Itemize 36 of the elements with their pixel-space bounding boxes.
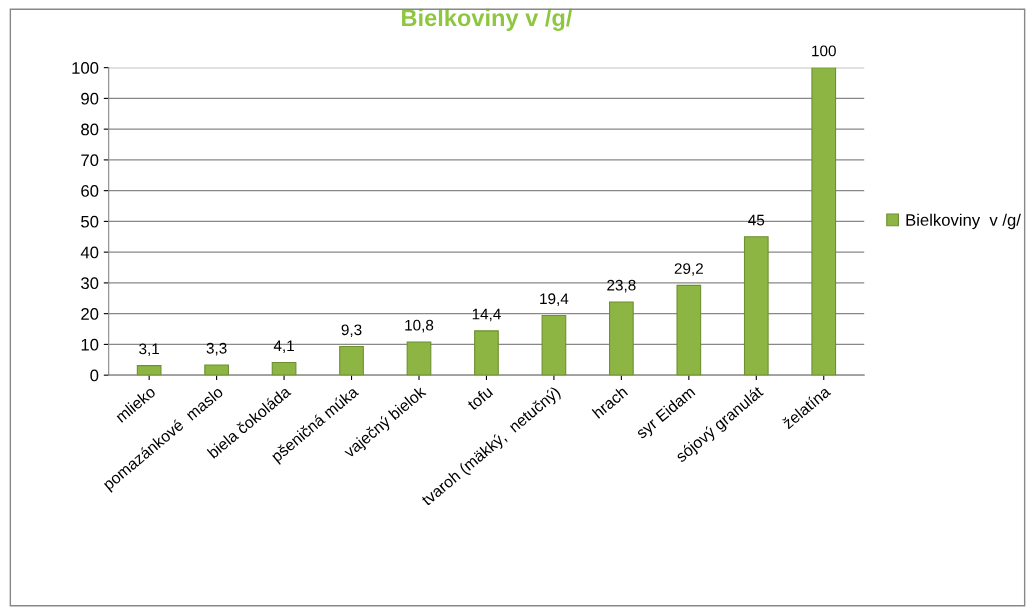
bar (136, 365, 162, 376)
bar (541, 314, 567, 376)
data-label: 4,1 (273, 340, 294, 353)
bar (676, 284, 702, 376)
y-tick-label: 50 (81, 215, 99, 228)
y-tick-label: 60 (81, 185, 99, 197)
y-tick-label: 90 (81, 92, 99, 105)
data-label: 3,3 (206, 342, 227, 356)
bar (204, 364, 229, 376)
y-tick-label: 0 (90, 369, 99, 382)
data-label: 45 (748, 214, 765, 226)
bar (339, 345, 364, 376)
data-label: 9,3 (341, 324, 362, 337)
bar (609, 301, 634, 376)
y-tick-label: 10 (81, 338, 99, 351)
y-tick-label: 30 (81, 277, 99, 290)
y-tick-label: 100 (72, 62, 99, 74)
y-tick-label: 40 (80, 246, 99, 259)
bar (474, 330, 499, 376)
data-label: 23,8 (607, 279, 636, 293)
bar (811, 67, 837, 376)
bar (406, 341, 432, 376)
data-label: 100 (812, 45, 836, 57)
data-label: 3,1 (139, 343, 160, 357)
bar (743, 236, 769, 376)
data-label: 14,4 (472, 308, 501, 322)
y-tick-label: 20 (81, 308, 99, 320)
legend-label: Bielkoviny v /g/ (906, 213, 1021, 230)
data-label: 29,2 (674, 263, 703, 276)
y-tick-label: 80 (81, 123, 99, 136)
data-label: 10,8 (405, 319, 434, 333)
chart-title: Bielkoviny v /g/ (402, 8, 573, 31)
y-tick-label: 70 (81, 154, 99, 167)
data-label: 19,4 (540, 293, 569, 306)
bar (271, 361, 297, 376)
x-tick-label: tofu (466, 385, 494, 411)
